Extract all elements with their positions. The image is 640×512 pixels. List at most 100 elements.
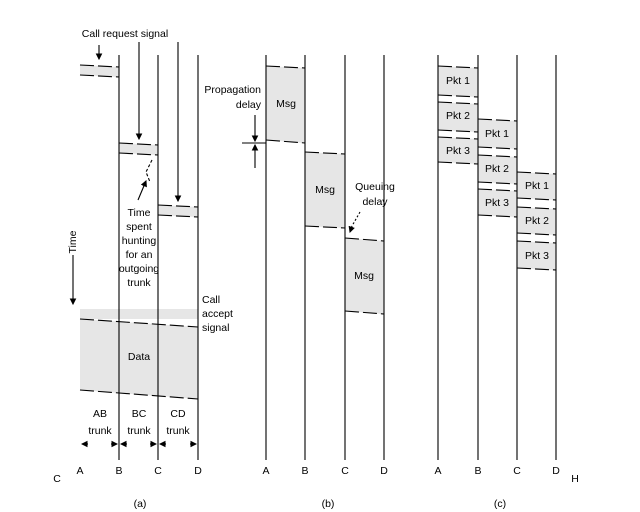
call-accept-annotation: Call accept signal <box>202 294 233 334</box>
data-block <box>80 319 198 399</box>
trunk-word: trunk <box>88 425 112 437</box>
packet-box <box>438 102 478 132</box>
msg-label: Msg <box>276 98 296 110</box>
call-request-label: Call request signal <box>82 28 168 40</box>
packet-box <box>478 155 517 184</box>
msg-label: Msg <box>354 270 374 282</box>
data-block-top-edge <box>79 318 199 328</box>
packet-box-top-edge <box>437 136 479 140</box>
packet-box-top-edge <box>516 240 557 244</box>
margin-mark-right: H <box>571 473 579 485</box>
trunk-word: trunk <box>127 425 151 437</box>
packet-box-bottom-edge <box>516 232 557 236</box>
hunting-line: Time <box>128 207 151 219</box>
packet-label: Pkt 3 <box>446 145 470 157</box>
packet-box <box>517 207 556 235</box>
message-box-top-edge <box>304 151 346 155</box>
packet-box-top-edge <box>477 188 518 192</box>
data-label: Data <box>128 351 150 363</box>
hunting-line: for an <box>126 249 153 261</box>
node-label: A <box>434 465 441 477</box>
message-box-bottom-edge <box>304 225 346 229</box>
call-request-box-cd-bottom-edge <box>157 214 199 218</box>
packet-box-bottom-edge <box>477 181 518 185</box>
propagation-delay-line: delay <box>236 99 262 111</box>
panel-a: Call request signal Time Time spent hunt… <box>67 28 233 510</box>
message-box-top-edge <box>265 65 306 69</box>
hunting-line: spent <box>126 221 152 233</box>
call-accept-band <box>80 309 198 319</box>
call-accept-line: signal <box>202 322 229 334</box>
packet-box-bottom-edge <box>516 267 557 271</box>
call-request-box-ab-top-edge <box>79 64 120 68</box>
packet-box <box>517 172 556 200</box>
packet-box <box>438 66 478 97</box>
queuing-pointer <box>351 211 361 227</box>
time-axis-label: Time <box>67 230 79 253</box>
call-request-box-bc-bottom-edge <box>118 152 159 156</box>
trunk-name: AB <box>93 408 107 420</box>
packet-label: Pkt 2 <box>485 163 509 175</box>
hunting-arrow <box>137 179 147 201</box>
queuing-arrow <box>348 225 355 234</box>
packet-box <box>438 137 478 164</box>
margin-mark-left: C <box>53 473 61 485</box>
packet-box-top-edge <box>516 171 557 175</box>
message-box-bottom-edge <box>344 310 385 315</box>
queuing-delay-line: Queuing <box>355 181 395 193</box>
hunting-line: hunting <box>122 235 157 247</box>
node-label: B <box>301 465 308 477</box>
hunting-brace <box>145 159 153 183</box>
data-block-bottom-edge <box>79 389 199 400</box>
call-request-box-ab <box>80 65 119 77</box>
node-label: C <box>513 465 521 477</box>
node-label: C <box>341 465 349 477</box>
message-box-top-edge <box>344 237 385 242</box>
node-label: B <box>115 465 122 477</box>
node-label: D <box>194 465 202 477</box>
message-box-bottom-edge <box>265 139 306 144</box>
trunk-word: trunk <box>166 425 190 437</box>
call-request-box-cd-top-edge <box>157 204 199 208</box>
propagation-delay-line: Propagation <box>204 84 261 96</box>
node-label: D <box>552 465 560 477</box>
call-accept-line: Call <box>202 294 220 306</box>
call-request-box-bc-top-edge <box>118 142 159 146</box>
caption-b: (b) <box>322 498 335 510</box>
packet-box-top-edge <box>437 65 479 69</box>
node-label: A <box>76 465 83 477</box>
packet-label: Pkt 2 <box>525 215 549 227</box>
trunk-name: CD <box>170 408 186 420</box>
call-request-box-bc <box>119 143 158 155</box>
message-box <box>345 238 384 314</box>
trunk-name: BC <box>132 408 147 420</box>
packet-box-bottom-edge <box>437 94 479 98</box>
call-accept-line: accept <box>202 308 233 320</box>
hunting-line: outgoing <box>119 263 159 275</box>
node-label: A <box>262 465 269 477</box>
packet-box-bottom-edge <box>437 161 479 165</box>
message-box <box>266 66 305 143</box>
packet-box-top-edge <box>437 101 479 105</box>
caption-c: (c) <box>494 498 506 510</box>
message-box <box>305 152 345 228</box>
packet-box <box>478 119 517 149</box>
packet-label: Pkt 3 <box>525 250 549 262</box>
packet-box-bottom-edge <box>477 146 518 150</box>
packet-box <box>517 241 556 270</box>
node-label: C <box>154 465 162 477</box>
panel-c: Pkt 1 Pkt 2 Pkt 3 Pkt 1 Pkt 2 Pkt 3 Pkt … <box>434 75 560 510</box>
packet-box-bottom-edge <box>516 197 557 201</box>
packet-box-bottom-edge <box>477 214 518 218</box>
packet-label: Pkt 3 <box>485 197 509 209</box>
packet-label: Pkt 1 <box>525 180 549 192</box>
hunting-annotation: Time spent hunting for an outgoing trunk <box>119 207 159 289</box>
caption-a: (a) <box>134 498 147 510</box>
packet-label: Pkt 1 <box>485 128 509 140</box>
packet-label: Pkt 2 <box>446 110 470 122</box>
msg-label: Msg <box>315 184 335 196</box>
call-request-box-cd <box>158 205 198 217</box>
node-label: D <box>380 465 388 477</box>
packet-label: Pkt 1 <box>446 75 470 87</box>
